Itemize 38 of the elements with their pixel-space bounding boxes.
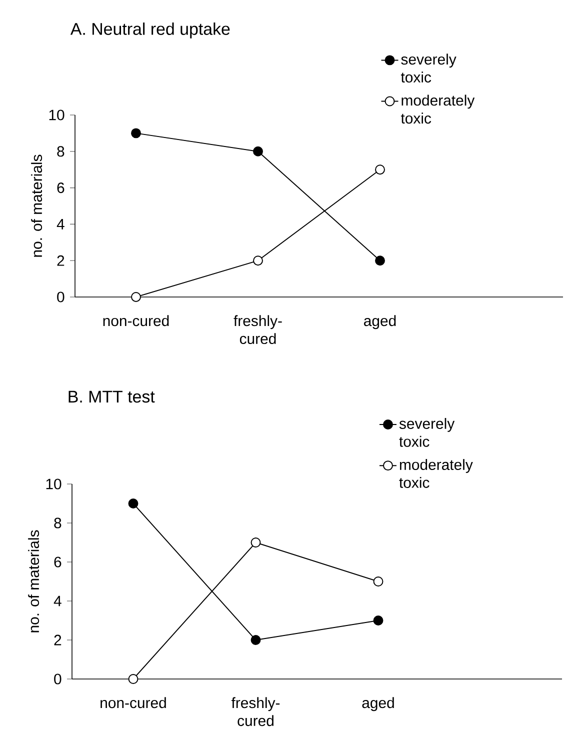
point — [373, 616, 384, 626]
y-tick-label: 10 — [46, 478, 62, 490]
x-tick-label: aged — [362, 697, 394, 712]
point — [253, 146, 263, 156]
x-tick-label: non-cured — [103, 315, 169, 326]
point — [253, 256, 263, 266]
y-tick-label: 8 — [57, 146, 64, 157]
chart-title: A. Neutral red uptake — [70, 22, 230, 38]
y-tick-label: 8 — [54, 518, 62, 528]
point — [128, 674, 138, 684]
point — [250, 538, 261, 548]
point — [131, 128, 141, 138]
y-tick-label: 4 — [54, 596, 62, 606]
y-tick-label: 2 — [54, 634, 62, 646]
point — [375, 256, 385, 266]
point — [250, 635, 261, 645]
y-tick-label: 0 — [54, 674, 62, 684]
legend-label: severely toxic — [400, 54, 456, 83]
y-tick-label: 6 — [54, 556, 62, 568]
x-tick-label: aged — [364, 315, 396, 330]
legend-label: moderately toxic — [399, 459, 473, 488]
y-tick-label: 2 — [57, 255, 64, 266]
x-tick-label: freshly-cured — [231, 697, 280, 726]
point — [375, 164, 385, 175]
y-axis-title: no. of materials — [31, 154, 42, 257]
point — [373, 576, 384, 586]
x-tick-label: non-cured — [100, 697, 166, 708]
legend-label: moderately toxic — [400, 94, 475, 124]
y-tick-label: 6 — [57, 182, 64, 194]
y-tick-label: 10 — [49, 110, 64, 120]
y-tick-label: 0 — [57, 292, 64, 302]
point — [128, 498, 138, 508]
y-axis-title: no. of materials — [28, 530, 40, 632]
legend-label: severely toxic — [399, 418, 455, 447]
chart-title: B. MTT test — [68, 390, 155, 403]
y-tick-label: 4 — [56, 219, 64, 230]
x-tick-label: freshly-cured — [234, 315, 282, 344]
point — [131, 292, 141, 302]
